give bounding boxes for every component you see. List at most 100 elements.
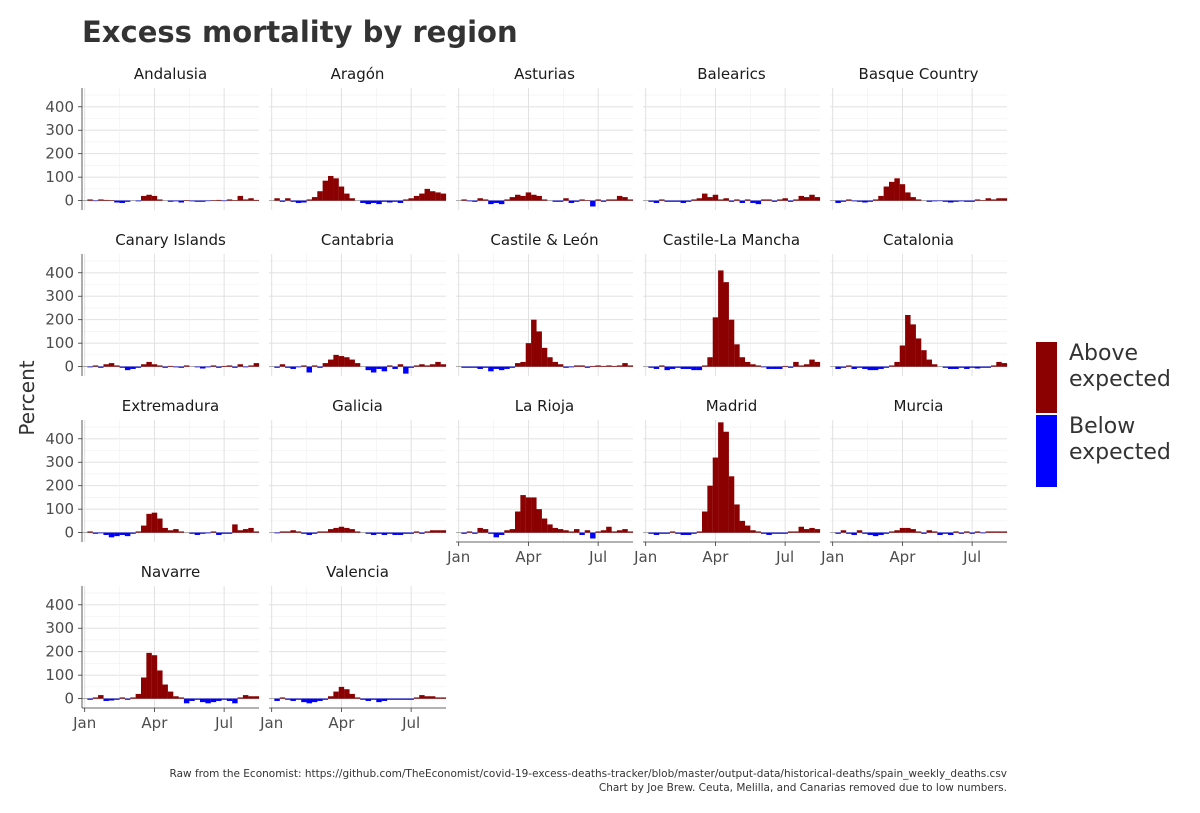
bar [387,532,393,534]
bar [889,365,895,367]
bar [755,365,762,367]
bar [926,359,933,367]
bar [867,366,874,371]
bar [429,364,436,367]
bar [226,532,233,534]
bar [974,531,981,533]
bar [285,531,291,533]
bar [365,200,372,205]
y-tick-label: 300 [45,453,74,471]
bar [595,531,601,533]
bar [685,366,692,369]
bar [552,527,559,533]
bar [306,366,313,373]
bar [189,698,195,701]
bar [552,200,559,202]
bar [167,200,174,202]
bar [664,200,670,202]
bar [397,532,404,535]
bar [92,697,99,699]
bar [675,200,681,202]
bar [590,532,596,539]
bar [568,366,575,368]
bar [659,199,665,201]
bar [98,199,104,201]
bar [985,198,992,201]
bar [344,193,350,201]
bar [985,366,992,368]
bar [333,527,339,533]
bar [840,530,847,533]
bar [301,365,307,367]
facet-panel: Navarre 0 100 200 300 400 Jan Apr Jul [45,563,260,732]
bar [846,199,852,201]
bar [135,366,142,368]
bar [472,200,478,202]
bar [301,698,307,703]
bar [360,200,366,203]
bar [584,366,591,368]
bar [937,532,943,535]
bar [226,199,233,201]
bar [504,530,510,533]
bar [253,363,260,367]
bar [167,530,174,533]
bar [910,197,916,201]
bar [279,200,286,202]
bar [119,366,126,368]
bar [616,530,623,533]
chart-title: Excess mortality by region [82,15,518,49]
bar [905,192,911,201]
bar [194,698,201,700]
bar [493,200,500,203]
bar [712,317,719,367]
bar [237,195,244,201]
bar [787,531,794,533]
bar [498,366,505,371]
bar [221,532,227,534]
bar [381,532,388,535]
bar [744,525,751,533]
bar [498,532,505,535]
bar [969,366,975,368]
bar [141,364,147,367]
bar [1001,363,1008,367]
bar [669,200,676,202]
bar [285,198,291,201]
bar [87,531,93,533]
legend-swatch-below [1036,415,1057,487]
bar [157,199,163,201]
bar [419,532,425,534]
bar [200,200,206,202]
bar [547,524,553,533]
bar [108,200,115,201]
bar [996,198,1002,201]
bar [622,529,628,533]
bar [872,532,879,537]
bar [702,511,708,533]
bar [867,532,874,535]
bar [435,361,441,367]
bar [937,200,943,202]
bar [216,698,222,701]
bar [520,495,526,533]
bar [183,365,190,367]
bar [552,361,559,367]
bar [525,497,532,533]
y-tick-label: 100 [45,168,74,186]
bar [92,365,99,367]
bar [242,529,249,533]
bar [515,511,521,533]
bar [493,532,500,538]
bar [376,532,382,534]
bar [835,366,841,369]
bar [392,200,398,202]
bar [707,197,713,201]
bar [328,359,334,367]
bar [135,693,142,699]
bar [295,366,302,368]
bar [691,199,697,201]
bar [290,366,296,369]
bar [964,531,970,533]
bar [899,184,906,201]
